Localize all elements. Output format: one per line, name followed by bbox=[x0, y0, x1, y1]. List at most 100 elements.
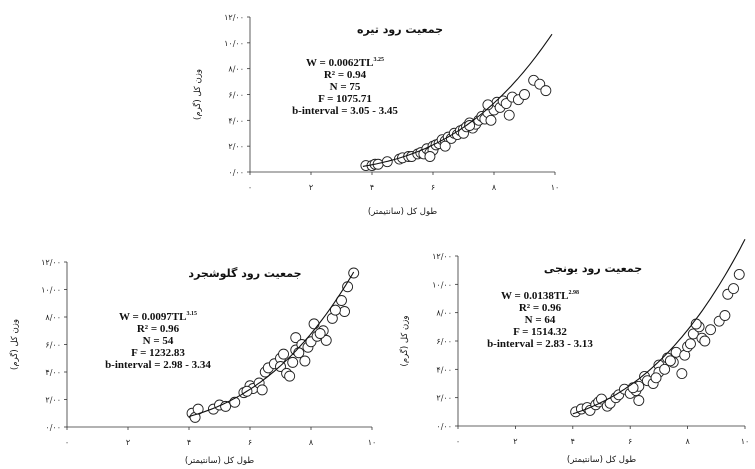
data-point bbox=[314, 328, 326, 339]
x-tick-label: ۰ bbox=[248, 183, 252, 192]
data-point bbox=[287, 356, 299, 368]
stat-annotation: b-interval = 2.98 - 3.34 bbox=[105, 359, 211, 371]
y-tick-label: ۶/۰۰ bbox=[436, 337, 452, 346]
stat-annotation: R² = 0.96 bbox=[519, 302, 562, 314]
y-tick-label: ۱۰/۰۰ bbox=[432, 280, 452, 289]
data-point bbox=[329, 304, 341, 316]
fit-curve bbox=[188, 271, 355, 418]
x-tick-label: ۶ bbox=[248, 438, 252, 447]
stat-annotation: W = 0.0138TL2.98 bbox=[501, 290, 579, 302]
data-point bbox=[719, 310, 731, 321]
data-point bbox=[733, 268, 745, 280]
x-axis-label: طول کل (سانتیمتر) bbox=[368, 207, 437, 217]
stat-annotation: N = 75 bbox=[330, 81, 361, 93]
data-point bbox=[293, 347, 305, 359]
y-tick-label: ۸/۰۰ bbox=[45, 313, 61, 322]
data-point bbox=[540, 85, 552, 97]
x-axis-label: طول کل (سانتیمتر) bbox=[185, 456, 254, 466]
y-tick-label: ۸/۰۰ bbox=[436, 309, 452, 318]
y-tick-label: ۴/۰۰ bbox=[436, 365, 452, 374]
stat-annotation: b-interval = 2.83 - 3.13 bbox=[487, 338, 593, 350]
exponent-label: 3.25 bbox=[374, 57, 385, 63]
exponent-label: 2.98 bbox=[569, 290, 580, 296]
y-tick-label: ۱۲/۰۰ bbox=[41, 258, 61, 267]
data-point bbox=[336, 295, 347, 306]
data-point bbox=[482, 99, 494, 111]
data-point bbox=[278, 348, 289, 360]
y-tick-label: ۱۲/۰۰ bbox=[224, 13, 244, 22]
data-point bbox=[627, 382, 639, 394]
stat-annotation: F = 1232.83 bbox=[131, 347, 185, 359]
stat-annotation: W = 0.0062TL3.25 bbox=[306, 57, 384, 69]
x-tick-label: ۰ bbox=[456, 437, 460, 446]
data-point bbox=[650, 372, 662, 384]
exponent-label: 3.15 bbox=[187, 311, 198, 317]
stat-annotation: N = 54 bbox=[143, 335, 174, 347]
y-tick-label: ۰/۰۰ bbox=[45, 423, 61, 432]
stat-annotation: b-interval = 3.05 - 3.45 bbox=[292, 105, 398, 117]
data-point bbox=[299, 355, 311, 367]
data-point bbox=[424, 151, 436, 162]
stat-annotation: F = 1075.71 bbox=[318, 93, 372, 105]
data-point bbox=[464, 120, 476, 131]
y-tick-label: ۲/۰۰ bbox=[45, 396, 61, 405]
y-axis-label: وزن کل (گرم) bbox=[192, 69, 203, 120]
x-tick-label: ۰ bbox=[65, 438, 69, 447]
x-tick-label: ۲ bbox=[309, 183, 313, 192]
x-tick-label: ۸ bbox=[309, 438, 314, 447]
x-tick-label: ۸ bbox=[492, 183, 497, 192]
x-tick-label: ۴ bbox=[187, 438, 191, 447]
data-point bbox=[664, 355, 676, 367]
stat-annotation: N = 64 bbox=[525, 314, 556, 326]
data-point bbox=[633, 395, 645, 406]
data-point bbox=[705, 324, 717, 336]
x-axis-label: طول کل (سانتیمتر) bbox=[567, 455, 636, 465]
data-point bbox=[308, 318, 320, 330]
y-tick-label: ۴/۰۰ bbox=[228, 116, 244, 125]
data-point bbox=[503, 109, 515, 121]
x-tick-label: ۱۰ bbox=[368, 438, 377, 447]
chart-panel-2: ۰/۰۰ ۲/۰۰ ۴/۰۰ ۶/۰۰ ۸/۰۰ ۱۰/۰۰ ۱۲/۰۰ ۰ ۲ ۴ ۶ ۸ ۱۰ طول… bbox=[9, 258, 376, 466]
y-axis-label: وزن کل (گرم) bbox=[399, 316, 410, 367]
y-tick-label: ۱۰/۰۰ bbox=[224, 39, 244, 48]
chart-panel-3: ۰/۰۰ ۲/۰۰ ۴/۰۰ ۶/۰۰ ۸/۰۰ ۱۰/۰۰ ۱۲/۰۰ ۰ ۲ ۴ ۶ ۸ ۱۰ طول… bbox=[399, 239, 749, 465]
data-point bbox=[439, 140, 451, 152]
stat-annotation: R² = 0.96 bbox=[137, 323, 180, 335]
chart-title: جمعیت رود گلوشجرد bbox=[188, 267, 301, 280]
x-tick-label: ۸ bbox=[685, 437, 690, 446]
data-point bbox=[519, 89, 530, 100]
chart-title: جمعیت رود تیره bbox=[357, 23, 443, 36]
data-point bbox=[339, 306, 350, 317]
data-point bbox=[284, 370, 296, 382]
fit-curve bbox=[572, 239, 746, 415]
x-tick-label: ۲ bbox=[513, 437, 517, 446]
chart-title: جمعیت رود یونجی bbox=[544, 262, 642, 275]
data-point bbox=[659, 363, 671, 375]
data-point bbox=[290, 332, 302, 344]
y-tick-label: ۱۲/۰۰ bbox=[432, 252, 452, 261]
data-point bbox=[699, 335, 711, 347]
data-point bbox=[687, 328, 699, 340]
y-axis-label: وزن کل (گرم) bbox=[9, 319, 20, 370]
y-tick-label: ۰/۰۰ bbox=[228, 168, 244, 177]
y-tick-label: ۴/۰۰ bbox=[45, 368, 61, 377]
stat-annotation: W = 0.0097TL3.15 bbox=[119, 311, 197, 323]
x-tick-label: ۴ bbox=[370, 183, 374, 192]
stat-annotation: R² = 0.94 bbox=[324, 69, 367, 81]
x-tick-label: ۲ bbox=[126, 438, 130, 447]
y-tick-label: ۶/۰۰ bbox=[45, 341, 61, 350]
x-tick-label: ۱۰ bbox=[551, 183, 560, 192]
data-point bbox=[256, 384, 268, 396]
x-tick-label: ۱۰ bbox=[741, 437, 750, 446]
y-tick-label: ۰/۰۰ bbox=[436, 422, 452, 431]
x-tick-label: ۴ bbox=[571, 437, 575, 446]
data-point bbox=[728, 283, 739, 295]
fit-curve bbox=[362, 33, 553, 167]
y-tick-label: ۲/۰۰ bbox=[436, 394, 452, 403]
y-tick-label: ۶/۰۰ bbox=[228, 91, 244, 100]
y-tick-label: ۸/۰۰ bbox=[228, 65, 244, 74]
data-point bbox=[676, 368, 688, 380]
y-tick-label: ۱۰/۰۰ bbox=[41, 286, 61, 295]
data-point bbox=[320, 334, 332, 346]
